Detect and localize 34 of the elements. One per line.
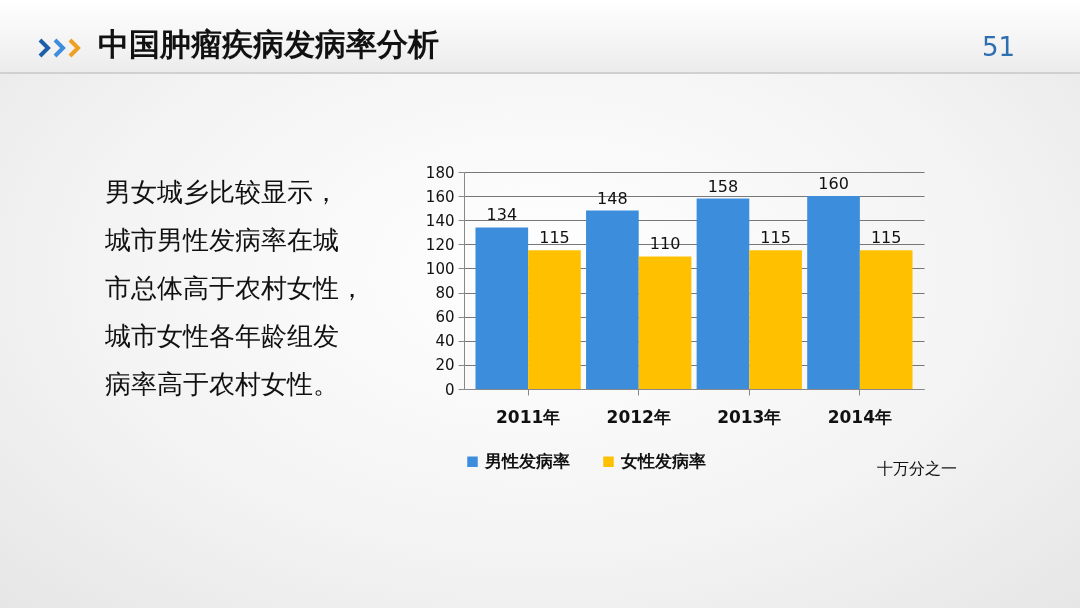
text: 十万分之一 bbox=[877, 459, 957, 480]
bar bbox=[475, 227, 529, 389]
bar bbox=[586, 210, 639, 389]
y-tick-label: 160 bbox=[425, 187, 455, 206]
bar bbox=[638, 256, 692, 389]
y-tick-label: 0 bbox=[444, 380, 455, 399]
legend-label: 男性发病率 bbox=[484, 450, 570, 471]
bar bbox=[807, 196, 860, 389]
text: 51 bbox=[982, 32, 1016, 62]
x-tick-label: 2013年 bbox=[717, 406, 782, 427]
x-tick-label: 2011年 bbox=[495, 406, 561, 427]
data-label: 115 bbox=[870, 228, 902, 248]
y-tick-label: 20 bbox=[435, 356, 455, 375]
legend-label: 女性发病率 bbox=[620, 450, 706, 471]
x-tick-label: 2014年 bbox=[827, 406, 893, 427]
y-tick-label: 120 bbox=[425, 235, 455, 254]
x-tick-label: 2012年 bbox=[606, 406, 671, 427]
bar bbox=[528, 250, 581, 389]
bar bbox=[749, 250, 802, 389]
text: 男女城乡比较显示，城市男性发病率在城市总体高于农村女性，城市女性各年龄组发病率高于农村女性。 bbox=[105, 176, 366, 401]
data-label: 115 bbox=[539, 228, 570, 248]
y-tick-label: 40 bbox=[435, 332, 455, 351]
chart-title: 中国肿瘤疾病发病率分析 bbox=[98, 25, 439, 64]
y-tick-label: 140 bbox=[425, 211, 455, 230]
y-tick-label: 80 bbox=[435, 284, 455, 303]
data-label: 134 bbox=[486, 205, 518, 225]
data-label: 115 bbox=[760, 228, 791, 248]
data-label: 158 bbox=[707, 176, 739, 196]
y-tick-label: 100 bbox=[425, 259, 455, 278]
y-tick-label: 180 bbox=[425, 163, 455, 182]
y-tick-label: 60 bbox=[435, 308, 455, 327]
bar bbox=[859, 250, 913, 389]
data-label: 160 bbox=[818, 174, 849, 194]
bar bbox=[696, 198, 750, 389]
